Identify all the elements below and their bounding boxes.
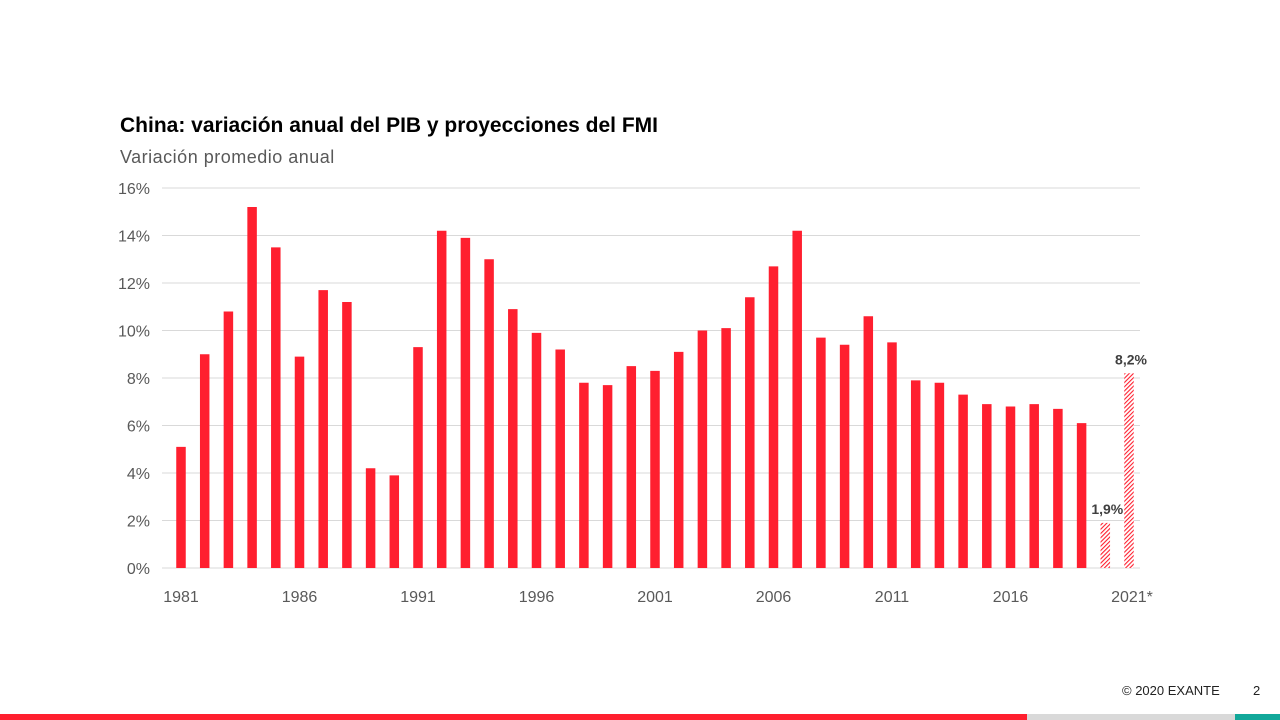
footer-bar-red: [0, 714, 1027, 720]
y-tick-label: 12%: [118, 276, 150, 293]
gdp-bar: [436, 230, 447, 568]
gdp-bar: [579, 382, 589, 568]
gdp-bar: [982, 404, 992, 568]
gdp-bar: [413, 347, 423, 568]
gdp-bar: [508, 309, 518, 568]
page-number: 2: [1253, 683, 1261, 698]
gdp-bar: [318, 290, 328, 568]
chart-subtitle: Variación promedio anual: [120, 147, 335, 167]
y-tick-label: 14%: [118, 229, 150, 246]
projection-bar: [1100, 522, 1111, 568]
projection-bar: [1124, 373, 1134, 568]
gdp-bar: [768, 266, 779, 568]
gdp-bar: [531, 332, 542, 568]
chart-title: China: variación anual del PIB y proyecc…: [120, 114, 658, 137]
x-tick-label: 1991: [400, 589, 436, 606]
gdp-bar: [697, 330, 708, 568]
gdp-bar: [721, 328, 731, 568]
x-tick-label: 2016: [993, 589, 1029, 606]
footer-copyright: © 2020 EXANTE: [1122, 683, 1220, 698]
y-axis-labels: 0% 2% 4% 6% 8% 10% 12% 14% 16%: [118, 181, 150, 578]
gdp-bar: [247, 207, 257, 568]
gdp-bar: [223, 311, 234, 568]
data-labels: 1,9% 8,2%: [1091, 351, 1147, 517]
gdp-bar: [199, 354, 210, 568]
gdp-bar: [294, 356, 305, 568]
x-tick-label: 2001: [637, 589, 673, 606]
y-tick-label: 6%: [127, 419, 150, 436]
footer-bar-teal: [1235, 714, 1280, 720]
gdp-bar: [555, 349, 565, 568]
gdp-bar: [1029, 404, 1039, 568]
x-tick-label: 1981: [163, 589, 199, 606]
gdp-bar: [792, 230, 802, 568]
gdp-bar: [745, 297, 755, 568]
y-tick-label: 2%: [127, 514, 150, 531]
gdp-bar: [602, 385, 613, 568]
bars: [176, 207, 1134, 568]
data-label: 1,9%: [1091, 501, 1123, 517]
gdp-bar: [342, 302, 352, 568]
gdp-bar: [460, 237, 471, 568]
gdp-bar: [271, 247, 281, 568]
gdp-bar: [1053, 408, 1063, 568]
gdp-bar: [863, 316, 874, 568]
gdp-bar: [365, 468, 376, 568]
gdp-bar: [650, 370, 660, 568]
y-tick-label: 4%: [127, 466, 150, 483]
data-label: 8,2%: [1115, 351, 1147, 367]
gdp-bar: [887, 342, 897, 568]
gdp-bar: [839, 344, 850, 568]
x-tick-label: 1986: [282, 589, 318, 606]
gdp-bar: [958, 394, 968, 568]
x-tick-label: 2011: [875, 589, 910, 606]
gdp-bar: [673, 351, 684, 568]
x-tick-label: 2006: [756, 589, 792, 606]
x-axis-labels: 1981 1986 1991 1996 2001 2006 2011 2016 2021*: [163, 589, 1153, 606]
gdp-bar: [389, 475, 400, 568]
gdp-bar: [1076, 423, 1087, 568]
gdp-bar: [934, 382, 945, 568]
gdp-bar: [176, 446, 186, 568]
x-tick-label: 2021*: [1111, 589, 1153, 606]
y-tick-label: 16%: [118, 181, 150, 198]
y-tick-label: 0%: [127, 561, 150, 578]
gdp-bar: [484, 259, 494, 568]
gdp-bar: [816, 337, 826, 568]
footer-bar-grey: [1027, 714, 1235, 720]
y-tick-label: 10%: [118, 324, 150, 341]
gdp-bar: [1005, 406, 1016, 568]
y-tick-label: 8%: [127, 371, 150, 388]
x-tick-label: 1996: [519, 589, 555, 606]
gdp-bar: [626, 366, 637, 568]
gdp-bar: [910, 380, 921, 568]
